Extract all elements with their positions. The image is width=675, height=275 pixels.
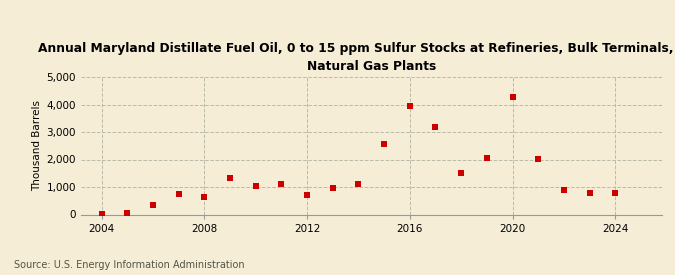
- Point: [456, 170, 466, 175]
- Point: [225, 176, 236, 180]
- Point: [122, 210, 132, 215]
- Point: [96, 211, 107, 216]
- Point: [558, 188, 569, 192]
- Title: Annual Maryland Distillate Fuel Oil, 0 to 15 ppm Sulfur Stocks at Refineries, Bu: Annual Maryland Distillate Fuel Oil, 0 t…: [38, 42, 675, 73]
- Point: [533, 157, 543, 161]
- Point: [404, 103, 415, 108]
- Point: [250, 183, 261, 188]
- Point: [276, 182, 287, 186]
- Text: Source: U.S. Energy Information Administration: Source: U.S. Energy Information Administ…: [14, 260, 244, 270]
- Point: [379, 142, 389, 146]
- Point: [327, 186, 338, 190]
- Point: [430, 124, 441, 129]
- Point: [199, 195, 210, 200]
- Point: [481, 155, 492, 160]
- Point: [584, 191, 595, 195]
- Point: [173, 191, 184, 196]
- Point: [148, 203, 159, 208]
- Point: [507, 95, 518, 99]
- Point: [302, 192, 313, 197]
- Point: [353, 182, 364, 186]
- Point: [610, 191, 621, 195]
- Y-axis label: Thousand Barrels: Thousand Barrels: [32, 100, 43, 191]
